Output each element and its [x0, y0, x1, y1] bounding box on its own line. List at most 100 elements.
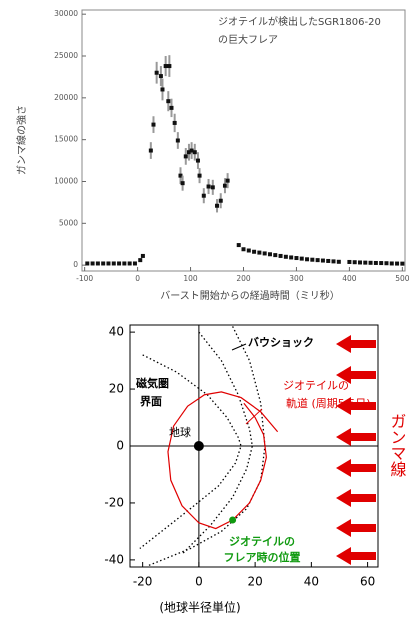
boundary-curve	[148, 326, 266, 567]
data-point	[138, 258, 143, 263]
data-point	[246, 248, 251, 253]
data-point	[148, 148, 153, 153]
curve-label: 軌道 (周期5.5日)	[286, 396, 371, 410]
data-point	[192, 150, 197, 155]
data-point	[352, 260, 357, 265]
annotation: ジオテイルが検出したSGR1806-20	[218, 15, 381, 28]
data-point	[210, 185, 215, 190]
data-point	[384, 261, 389, 266]
gamma-arrow	[336, 489, 376, 507]
curve-label: バウショック	[248, 336, 314, 349]
data-point	[90, 261, 95, 266]
y-tick-label: 0	[116, 439, 124, 453]
y-tick-label: 15000	[54, 135, 78, 144]
data-point	[331, 259, 336, 264]
data-point	[180, 181, 185, 186]
y-tick-label: 30000	[54, 9, 78, 18]
x-tick-label: 20	[247, 575, 262, 589]
data-point	[163, 64, 168, 69]
data-point	[347, 259, 352, 264]
position-marker	[229, 516, 237, 524]
data-point	[197, 173, 202, 178]
data-point	[132, 261, 137, 266]
data-point	[85, 261, 90, 266]
data-point	[186, 150, 191, 155]
data-point	[189, 148, 194, 153]
x-tick-label: 500	[395, 274, 410, 283]
data-point	[172, 120, 177, 125]
x-tick-label: -20	[133, 575, 153, 589]
curve-label: ジオテイルの	[283, 379, 349, 392]
data-point	[195, 158, 200, 163]
x-tick-label: 60	[360, 575, 375, 589]
data-point	[201, 193, 206, 198]
x-tick-label: 400	[342, 274, 357, 283]
gamma-arrow	[336, 547, 376, 565]
data-point	[175, 138, 180, 143]
data-point	[122, 261, 127, 266]
x-tick-label: -100	[76, 274, 93, 283]
x-tick-label: 200	[236, 274, 251, 283]
gamma-arrow	[336, 428, 376, 446]
y-tick-label: 20	[109, 382, 124, 396]
y-tick-label: 20000	[54, 93, 78, 102]
x-tick-label: 100	[183, 274, 198, 283]
data-point	[326, 258, 331, 263]
data-point	[218, 198, 223, 203]
point-label: フレア時の位置	[224, 550, 301, 564]
x-axis-label: (地球半径単位)	[159, 600, 240, 615]
data-point	[140, 253, 145, 258]
data-point	[167, 64, 172, 69]
data-point	[241, 247, 246, 252]
data-point	[336, 259, 341, 264]
y-tick-label: -20	[104, 495, 124, 509]
point-label: 地球	[169, 425, 191, 439]
data-point	[262, 251, 267, 256]
data-point	[305, 257, 310, 262]
data-point	[222, 183, 227, 188]
data-point	[373, 260, 378, 265]
data-point	[363, 260, 368, 265]
side-label: ガンマ線	[388, 413, 407, 477]
data-point	[278, 253, 283, 258]
data-point	[106, 261, 111, 266]
y-axis-label: ガンマ線の強さ	[15, 105, 28, 175]
data-point	[315, 258, 320, 263]
leader-line	[245, 408, 263, 425]
data-point	[127, 261, 132, 266]
data-point	[368, 260, 373, 265]
point-label: ジオテイルの	[229, 535, 295, 548]
x-tick-label: 300	[289, 274, 304, 283]
x-tick-label: 0	[135, 274, 140, 283]
data-point	[379, 261, 384, 266]
curve-label: 界面	[140, 395, 162, 408]
data-point	[215, 203, 220, 208]
y-tick-label: 5000	[59, 218, 78, 227]
y-tick-label: -40	[104, 552, 124, 566]
data-point	[283, 254, 288, 259]
position-marker	[193, 441, 204, 451]
data-point	[294, 256, 299, 261]
data-point	[206, 184, 211, 189]
data-point	[395, 261, 400, 266]
data-point	[151, 122, 156, 127]
data-point	[101, 261, 106, 266]
data-point	[154, 70, 159, 75]
data-point	[389, 261, 394, 266]
data-point	[357, 260, 362, 265]
x-tick-label: 0	[195, 575, 203, 589]
data-point	[257, 250, 262, 255]
curve-label: 磁気圏	[136, 376, 169, 390]
data-point	[236, 243, 241, 248]
data-point	[178, 173, 183, 178]
data-point	[289, 255, 294, 260]
data-point	[320, 258, 325, 263]
gamma-arrow	[336, 459, 376, 477]
gamma-arrow	[336, 519, 376, 537]
data-point	[169, 105, 174, 110]
data-point	[400, 261, 405, 266]
data-point	[160, 87, 165, 92]
x-axis-label: バースト開始からの経過時間（ミリ秒）	[160, 289, 340, 302]
gamma-arrow	[336, 335, 376, 353]
